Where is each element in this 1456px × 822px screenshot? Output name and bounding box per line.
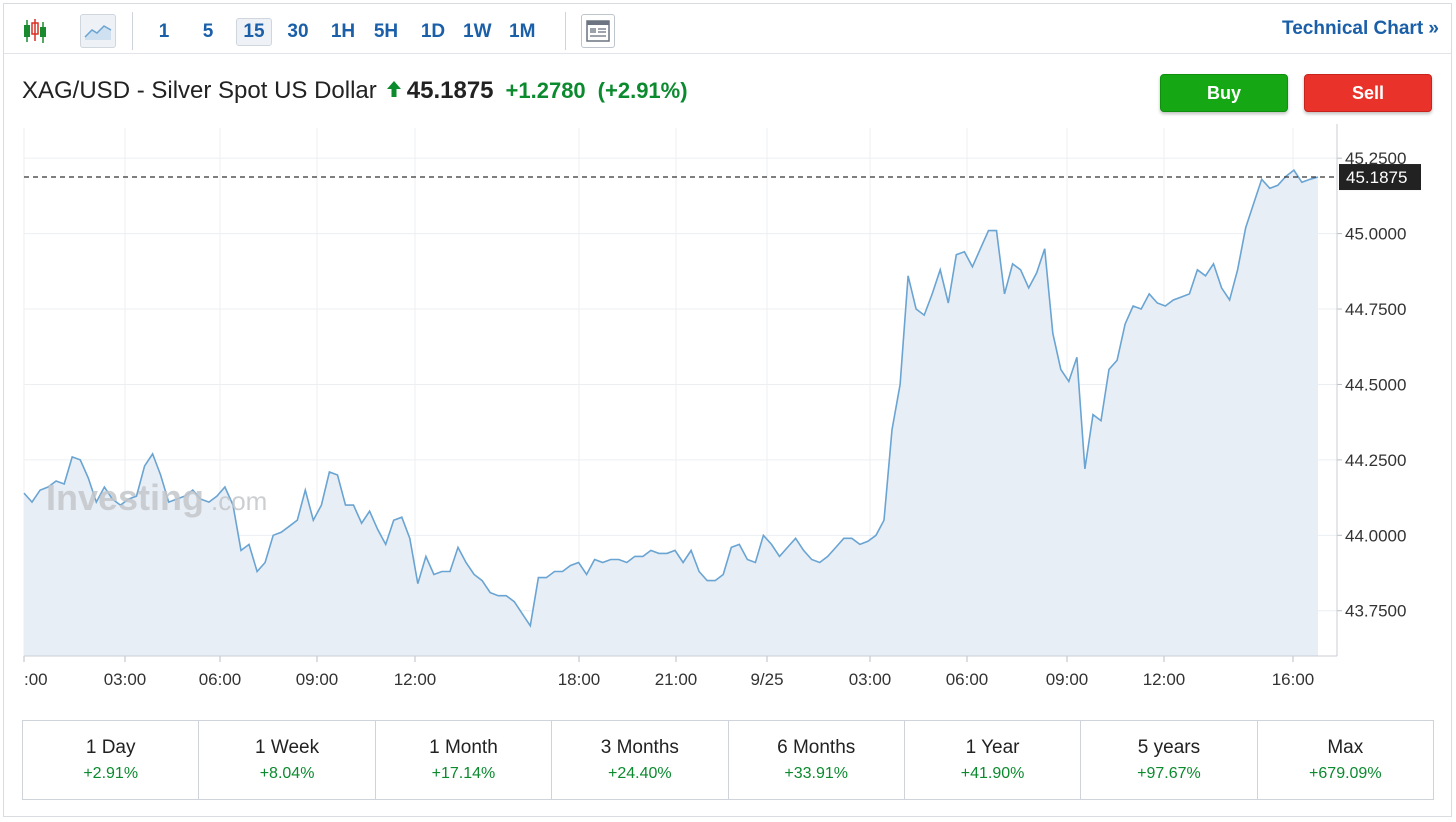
toolbar-divider [565, 12, 566, 50]
perf-value: +17.14% [431, 765, 496, 782]
price-chart[interactable]: Investing .com 45.2500 45.0000 44.7500 44.5… [4, 4, 1453, 704]
perf-value: +97.67% [1137, 765, 1201, 782]
price-change: +1.2780 [505, 78, 586, 103]
y-tick-label: 44.5000 [1345, 375, 1406, 394]
buy-button[interactable]: Buy [1160, 74, 1288, 112]
perf-3-months[interactable]: 3 Months +24.40% [552, 721, 729, 799]
x-tick-label: 21:00 [655, 670, 698, 689]
x-tick-label: 06:00 [199, 670, 242, 689]
chart-toolbar: 1 5 15 30 1H 5H 1D 1W 1M Technical Chart… [4, 4, 1451, 54]
timeframe-1h[interactable]: 1H [330, 21, 356, 42]
candlestick-icon[interactable] [18, 14, 52, 48]
last-price-marker [1339, 164, 1421, 191]
x-tick-label: 18:00 [558, 670, 601, 689]
perf-value: +33.91% [784, 765, 848, 782]
timeframe-5[interactable]: 5 [202, 21, 214, 42]
instrument-name: XAG/USD - Silver Spot US Dollar [22, 77, 377, 104]
area-chart-icon[interactable] [80, 14, 116, 48]
perf-1-day[interactable]: 1 Day +2.91% [23, 721, 200, 799]
x-axis: :00 03:00 06:00 09:00 12:00 18:00 21:00 9/25 03:… [23, 655, 1337, 689]
timeframe-1m[interactable]: 1M [509, 21, 536, 42]
last-price: 45.1875 [406, 77, 494, 104]
up-arrow-icon [386, 80, 401, 102]
perf-max[interactable]: Max +679.09% [1258, 721, 1433, 799]
timeframe-5h[interactable]: 5H [373, 21, 399, 42]
x-tick-label: :00 [24, 670, 48, 689]
perf-label: 5 years [1137, 737, 1201, 758]
price-change-percent: (+2.91%) [597, 78, 688, 103]
chart-widget: 1 5 15 30 1H 5H 1D 1W 1M Technical Chart… [3, 3, 1452, 817]
x-tick-label: 12:00 [1143, 670, 1186, 689]
watermark-suffix: .com [211, 486, 267, 516]
perf-5-years[interactable]: 5 years +97.67% [1081, 721, 1258, 799]
perf-label: 1 Week [255, 737, 320, 758]
y-tick-label: 45.0000 [1345, 225, 1406, 244]
instrument-header: XAG/USD - Silver Spot US Dollar 45.1875 … [22, 74, 688, 108]
perf-value: +41.90% [960, 765, 1025, 782]
sell-button[interactable]: Sell [1304, 74, 1432, 112]
y-tick-label: 43.7500 [1345, 602, 1406, 621]
watermark-brand: Investing [46, 477, 204, 518]
timeframe-30[interactable]: 30 [287, 21, 309, 42]
perf-label: 1 Day [85, 737, 136, 758]
timeframe-1w[interactable]: 1W [463, 21, 492, 42]
y-tick-label: 44.2500 [1345, 451, 1406, 470]
y-tick-label: 45.2500 [1345, 149, 1406, 168]
y-axis: 45.2500 45.0000 44.7500 44.5000 44.2500 44.00… [1336, 124, 1406, 656]
perf-value: +679.09% [1309, 765, 1382, 782]
perf-value: +2.91% [83, 765, 139, 782]
perf-label: 6 Months [777, 737, 856, 758]
x-tick-label: 9/25 [750, 670, 783, 689]
perf-label: 1 Year [965, 737, 1020, 758]
y-tick-label: 44.0000 [1345, 526, 1406, 545]
timeframe-15[interactable]: 15 [236, 18, 272, 46]
price-area-fill [24, 170, 1318, 656]
toolbar-divider [132, 12, 133, 50]
y-tick-label: 44.7500 [1345, 300, 1406, 319]
news-panel-icon[interactable] [581, 14, 615, 48]
perf-label: 1 Month [429, 737, 498, 758]
last-price-label: 45.1875 [1346, 168, 1407, 187]
x-tick-label: 03:00 [849, 670, 892, 689]
x-tick-label: 12:00 [394, 670, 437, 689]
perf-1-week[interactable]: 1 Week +8.04% [199, 721, 376, 799]
perf-label: Max [1327, 737, 1364, 758]
performance-strip: 1 Day +2.91% 1 Week +8.04% 1 Month +17.14% … [22, 720, 1434, 800]
perf-1-year[interactable]: 1 Year +41.90% [905, 721, 1082, 799]
x-tick-label: 16:00 [1272, 670, 1315, 689]
watermark-logo: Investing .com [46, 477, 267, 518]
perf-label: 3 Months [600, 737, 679, 758]
timeframe-1[interactable]: 1 [158, 21, 170, 42]
x-tick-label: 09:00 [1046, 670, 1089, 689]
perf-1-month[interactable]: 1 Month +17.14% [376, 721, 553, 799]
x-tick-label: 09:00 [296, 670, 339, 689]
perf-value: +8.04% [259, 765, 315, 782]
timeframe-1d[interactable]: 1D [420, 21, 446, 42]
technical-chart-link[interactable]: Technical Chart » [1282, 18, 1439, 39]
x-tick-label: 03:00 [104, 670, 147, 689]
x-tick-label: 06:00 [946, 670, 989, 689]
price-line [23, 169, 1319, 628]
perf-value: +24.40% [608, 765, 672, 782]
perf-6-months[interactable]: 6 Months +33.91% [729, 721, 905, 799]
